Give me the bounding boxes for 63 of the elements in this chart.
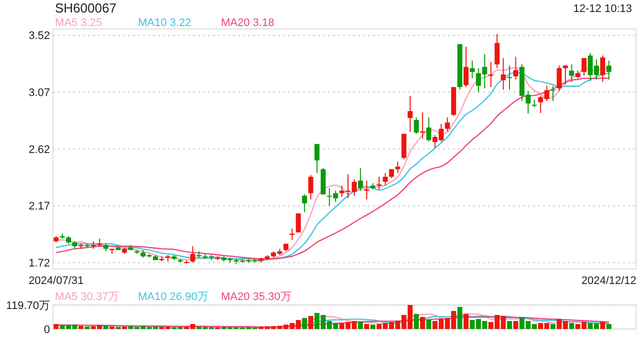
candlestick <box>401 133 406 160</box>
candlestick <box>464 46 469 88</box>
candlestick <box>606 60 612 80</box>
text: MA5 3.25 <box>55 16 102 29</box>
bar <box>569 322 574 329</box>
candlestick <box>395 161 400 174</box>
bar <box>364 324 370 329</box>
bar <box>600 322 606 329</box>
candlestick <box>507 65 512 90</box>
candlestick <box>408 95 413 132</box>
candlestick <box>513 56 518 80</box>
candlestick <box>302 194 308 213</box>
bar <box>507 320 512 329</box>
bar <box>606 324 612 329</box>
candlestick <box>532 99 537 108</box>
bar <box>103 325 108 329</box>
bar <box>464 314 469 329</box>
y-tick-label: 3.07 <box>28 87 50 100</box>
bar <box>308 316 314 329</box>
line-series <box>56 316 610 328</box>
bar <box>414 314 419 329</box>
candlestick <box>296 212 301 233</box>
candlestick <box>500 58 506 90</box>
x-tick-label: 2024/07/31 <box>28 274 84 287</box>
candlestick <box>414 116 419 134</box>
text: MA5 30.37万 <box>55 290 120 303</box>
x-tick-label: 2024/12/12 <box>581 274 636 287</box>
y-tick-label: 2.17 <box>28 200 50 213</box>
candlestick <box>382 172 388 186</box>
candlestick <box>556 65 562 92</box>
candlestick <box>550 85 556 102</box>
chart-subtitle: 12-12 10:13 <box>573 2 632 15</box>
bar <box>550 324 556 329</box>
y-tick-label: 119.70万 <box>6 300 50 312</box>
candlestick <box>314 143 320 174</box>
bar <box>370 324 376 329</box>
chart-title: SH600067 <box>55 0 116 16</box>
candlestick <box>562 64 568 86</box>
candlestick <box>290 228 295 240</box>
candlestick <box>494 34 500 69</box>
bar <box>358 322 363 329</box>
text: MA10 26.90万 <box>138 290 208 303</box>
text: MA20 3.18 <box>221 16 274 29</box>
bar <box>78 326 84 329</box>
bar <box>457 306 462 329</box>
y-tick-label: 2.62 <box>28 144 50 156</box>
bar <box>420 316 426 329</box>
candlestick <box>358 167 363 192</box>
candlestick <box>600 55 606 83</box>
candlestick <box>470 60 475 79</box>
bar <box>513 320 518 329</box>
candlestick <box>444 116 450 132</box>
y-tick-label: 1.72 <box>28 258 50 270</box>
bar <box>302 318 308 329</box>
candlestick <box>582 58 587 76</box>
bar <box>426 320 432 329</box>
text: MA20 35.30万 <box>221 290 292 303</box>
y-tick-label: 3.52 <box>28 30 50 42</box>
text: MA10 3.22 <box>138 16 192 29</box>
candlestick <box>569 64 574 83</box>
y-tick-label: 0 <box>44 324 50 336</box>
bar <box>54 324 59 329</box>
candlestick <box>426 116 432 142</box>
